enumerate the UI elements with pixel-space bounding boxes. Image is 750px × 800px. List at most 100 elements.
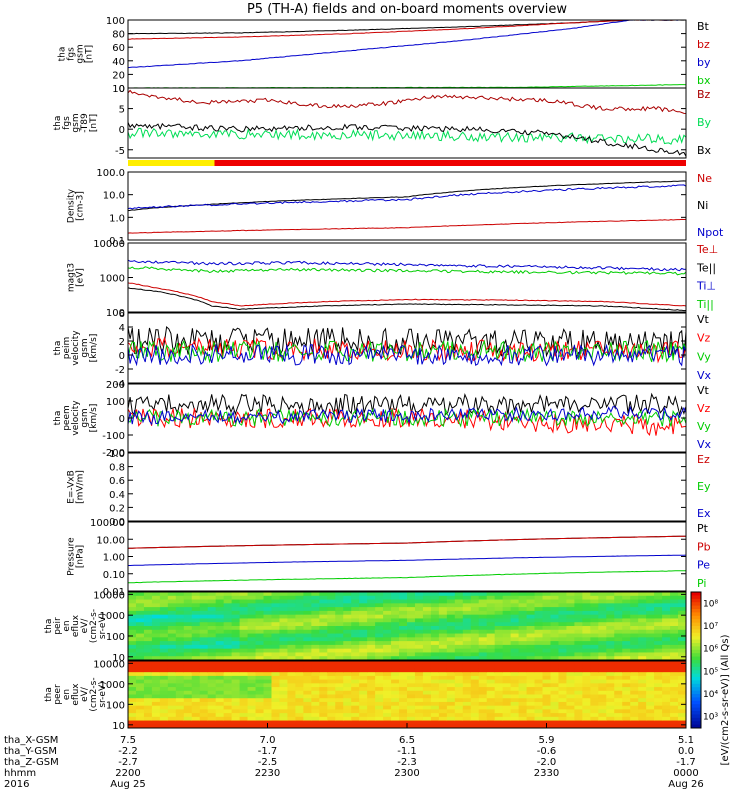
heatmap-cell — [287, 648, 296, 654]
heatmap-cell — [295, 698, 304, 703]
heatmap-cell — [526, 622, 536, 627]
y-tick-label: 0.10 — [103, 570, 125, 581]
heatmap-cell — [271, 629, 281, 635]
heatmap-cell — [391, 668, 400, 673]
heatmap-cell — [446, 690, 456, 696]
heatmap-cell — [335, 633, 344, 638]
heatmap-cell — [175, 626, 185, 631]
heatmap-cell — [670, 675, 679, 681]
heatmap-cell — [518, 668, 528, 673]
heatmap-cell — [518, 622, 528, 627]
y-axis-label-line: [km/s] — [89, 404, 99, 433]
heatmap-cell — [446, 648, 456, 654]
heatmap-cell — [167, 641, 177, 646]
heatmap-cell — [303, 644, 312, 650]
heatmap-cell — [454, 720, 464, 725]
heatmap-cell — [670, 664, 679, 670]
heatmap-cell — [414, 687, 424, 692]
heatmap-cell — [231, 724, 241, 728]
heatmap-cell — [263, 705, 273, 710]
heatmap-cell — [614, 633, 623, 638]
heatmap-cell — [534, 618, 544, 623]
heatmap-cell — [167, 683, 177, 688]
heatmap-cell — [399, 713, 408, 718]
heatmap-cell — [383, 595, 392, 601]
heatmap-cell — [279, 599, 289, 604]
heatmap-cell — [486, 656, 496, 660]
heatmap-cell — [430, 724, 440, 728]
heatmap-cell — [191, 614, 201, 620]
heatmap-cell — [574, 629, 583, 635]
y-axis-label: tha peer en eflux eV/(cm2-s-sr-eV) — [44, 677, 108, 711]
y-tick-label: 100 — [106, 308, 125, 319]
heatmap-cell — [606, 603, 615, 608]
heatmap-cell — [128, 614, 137, 620]
heatmap-cell — [510, 672, 520, 677]
heatmap-cell — [207, 679, 217, 684]
heatmap-cell — [566, 592, 575, 597]
heatmap-cell — [399, 661, 408, 666]
heatmap-cell — [383, 652, 392, 657]
colorbar-tick-label: 10⁷ — [703, 622, 718, 632]
heatmap-cell — [574, 610, 583, 616]
series-line-Te⊥ — [128, 282, 686, 307]
heatmap-cell — [646, 690, 655, 696]
heatmap-cell — [622, 683, 631, 688]
heatmap-cell — [135, 614, 145, 620]
heatmap-cell — [143, 668, 153, 673]
heatmap-cell — [399, 610, 408, 616]
y-axis-label-line: [eV] — [76, 268, 86, 287]
heatmap-cell — [407, 713, 416, 718]
heatmap-cell — [279, 603, 289, 608]
heatmap-cell — [391, 664, 400, 670]
legend-label: By — [697, 116, 712, 129]
heatmap-cell — [255, 672, 265, 677]
heatmap-cell — [446, 644, 456, 650]
heatmap-cell — [598, 622, 607, 627]
colorbar-band — [691, 619, 701, 624]
heatmap-cell — [135, 599, 145, 604]
heatmap-cell — [566, 716, 575, 722]
heatmap-cell — [670, 614, 679, 620]
heatmap-cell — [167, 618, 177, 623]
heatmap-cell — [295, 713, 304, 718]
heatmap-cell — [303, 664, 312, 670]
heatmap-cell — [582, 599, 591, 604]
heatmap-cell — [622, 687, 631, 692]
heatmap-cell — [183, 701, 193, 707]
heatmap-cell — [319, 690, 328, 696]
heatmap-cell — [167, 622, 177, 627]
heatmap-cell — [399, 656, 408, 660]
heatmap-cell — [462, 622, 472, 627]
heatmap-cell — [407, 705, 416, 710]
heatmap-cell — [446, 683, 456, 688]
heatmap-cell — [670, 618, 679, 623]
heatmap-cell — [183, 698, 193, 703]
heatmap-cell — [399, 705, 408, 710]
heatmap-cell — [263, 603, 273, 608]
heatmap-cell — [670, 595, 679, 601]
heatmap-cell — [438, 675, 448, 681]
heatmap-cell — [462, 675, 472, 681]
heatmap-cell — [215, 656, 225, 660]
heatmap-cell — [582, 664, 591, 670]
heatmap-cell — [407, 675, 416, 681]
heatmap-cell — [638, 716, 647, 722]
heatmap-cell — [630, 595, 639, 601]
heatmap-cell — [662, 644, 671, 650]
heatmap-cell — [287, 694, 296, 699]
heatmap-cell — [247, 698, 257, 703]
heatmap-cell — [518, 672, 528, 677]
y-axis-label-line: eflux — [71, 683, 81, 706]
heatmap-cell — [534, 698, 544, 703]
colorbar-band — [691, 622, 701, 627]
heatmap-cell — [574, 595, 583, 601]
heatmap-cell — [542, 701, 552, 707]
heatmap-cell — [391, 652, 400, 657]
heatmap-cell — [295, 648, 304, 654]
heatmap-cell — [391, 690, 400, 696]
heatmap-cell — [175, 716, 185, 722]
heatmap-cell — [151, 641, 161, 646]
heatmap-cell — [295, 694, 304, 699]
heatmap-cell — [566, 698, 575, 703]
